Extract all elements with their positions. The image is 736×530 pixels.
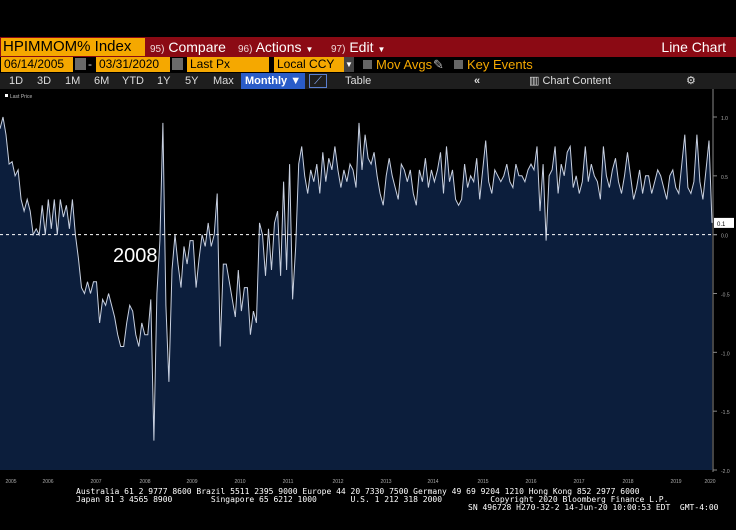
x-tick-label: 2017 (573, 479, 584, 485)
field-selector[interactable]: Last Px (187, 57, 269, 72)
range-3d[interactable]: 3D (37, 75, 52, 87)
y-tick-label: 0.5 (721, 175, 728, 181)
y-tick-label: -1.5 (721, 410, 730, 416)
x-tick-label: 2014 (427, 479, 438, 485)
legend-label: Last Price (10, 94, 32, 100)
line-chart-icon[interactable]: ⟋ (309, 74, 327, 88)
series-area (0, 117, 712, 470)
actions-label: Actions (255, 39, 302, 55)
key-events-checkbox[interactable] (454, 60, 463, 69)
last-value-label: 0.1 (717, 222, 726, 228)
chevron-down-icon: ▼ (377, 45, 386, 54)
x-tick-label: 2018 (622, 479, 633, 485)
period-selector[interactable]: Monthly ▼ (241, 73, 306, 89)
start-date-field[interactable]: 06/14/2005 (1, 57, 73, 72)
x-tick-label: 2008 (139, 479, 150, 485)
annotation-2008: 2008 (113, 245, 158, 267)
period-label: Monthly (245, 75, 288, 87)
compare-label: Compare (168, 39, 226, 55)
range-1d[interactable]: 1D (9, 75, 24, 87)
calendar-icon[interactable] (75, 58, 86, 70)
end-date-field[interactable]: 03/31/2020 (96, 57, 170, 72)
last-value-tag (714, 217, 734, 228)
table-button[interactable]: Table (345, 75, 372, 87)
collapse-icon[interactable]: « (474, 75, 481, 87)
y-tick-label: 0.0 (721, 234, 728, 240)
chevron-down-icon[interactable]: ▼ (344, 57, 354, 72)
edit-number: 97) (331, 44, 346, 55)
compare-menu[interactable]: 95) Compare (150, 38, 226, 56)
edit-label: Edit (349, 39, 374, 55)
range-1y[interactable]: 1Y (157, 75, 171, 87)
range-ytd[interactable]: YTD (122, 75, 144, 87)
x-tick-label: 2010 (234, 479, 245, 485)
edit-menu[interactable]: 97) Edit ▼ (331, 38, 385, 56)
calendar-icon[interactable] (172, 58, 183, 70)
footer-copyright: Japan 81 3 4565 8900 Singapore 65 6212 1… (76, 495, 669, 504)
footer-session: SN 496728 H270-32-2 14-Jun-20 10:00:53 E… (468, 503, 719, 512)
x-tick-label: 2016 (525, 479, 536, 485)
x-tick-label: 2015 (477, 479, 488, 485)
series-line (0, 116, 713, 441)
y-tick-label: 1.0 (721, 116, 728, 122)
compare-number: 95) (150, 44, 165, 55)
y-tick-label: -2.0 (721, 469, 730, 475)
range-6m[interactable]: 6M (94, 75, 110, 87)
x-tick-label: 2013 (380, 479, 391, 485)
actions-number: 96) (238, 44, 253, 55)
chart-content-label: Chart Content (542, 75, 611, 87)
key-events-label: Key Events (467, 57, 533, 72)
gear-icon[interactable]: ⚙ (686, 75, 696, 87)
mov-avgs-label: Mov Avgs (376, 57, 433, 72)
currency-selector[interactable]: Local CCY (274, 57, 344, 72)
x-tick-label: 2019 (670, 479, 681, 485)
legend-swatch (5, 94, 8, 97)
x-tick-label: 2006 (42, 479, 53, 485)
view-title: Line Chart (661, 39, 726, 55)
range-1m[interactable]: 1M (65, 75, 81, 87)
mov-avgs-checkbox[interactable] (363, 60, 372, 69)
x-tick-label: 2005 (5, 479, 16, 485)
ticker-field[interactable]: HPIMMOM% Index (1, 38, 145, 56)
pencil-icon[interactable]: ✎ (433, 57, 444, 72)
line-chart: 1.0 0.5 0.0 -0.5 -1.0 -1.5 -2.0 0.1 2005 2006 2007… (0, 89, 734, 485)
actions-menu[interactable]: 96) Actions ▼ (238, 38, 313, 56)
chart-icon: ▥ (529, 75, 540, 87)
range-max[interactable]: Max (213, 75, 234, 87)
command-bar (0, 37, 736, 57)
chart-content-button[interactable]: ▥ Chart Content (529, 73, 611, 89)
y-tick-label: -0.5 (721, 293, 730, 299)
x-tick-label: 2012 (332, 479, 343, 485)
x-tick-label: 2011 (283, 479, 294, 485)
x-tick-label: 2009 (186, 479, 197, 485)
y-tick-label: -1.0 (721, 351, 730, 357)
x-tick-label: 2007 (90, 479, 101, 485)
footer-contacts: Australia 61 2 9777 8600 Brazil 5511 239… (76, 487, 640, 496)
range-bar (0, 73, 736, 89)
chevron-down-icon: ▼ (305, 45, 314, 54)
date-separator: - (88, 57, 92, 71)
x-tick-label: 2020 (704, 479, 715, 485)
range-5y[interactable]: 5Y (185, 75, 199, 87)
